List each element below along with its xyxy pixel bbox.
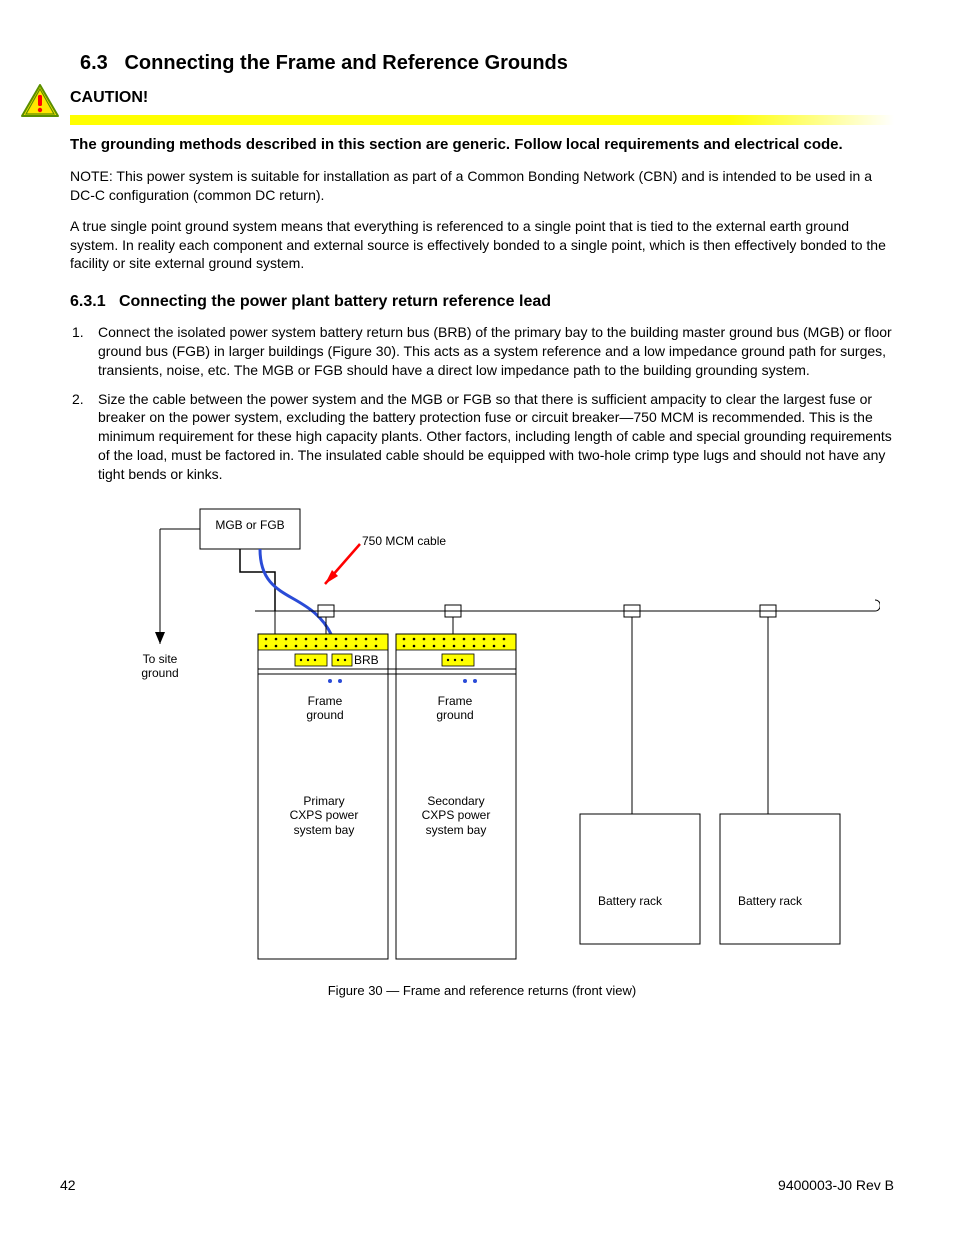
fig-label-siteground: To site ground xyxy=(120,652,200,681)
figure-30: MGB or FGB 750 MCM cable To site ground … xyxy=(100,504,880,974)
caution-block: CAUTION! The grounding methods described… xyxy=(60,87,894,1000)
subsection-number: 6.3.1 xyxy=(70,293,106,310)
page-footer: 42 9400003-J0 Rev B xyxy=(60,1176,894,1195)
list-item: 2. Size the cable between the power syst… xyxy=(72,390,894,484)
section-number: 6.3 xyxy=(80,52,108,74)
section-title-text: Connecting the Frame and Reference Groun… xyxy=(124,52,567,74)
numbered-list: 1. Connect the isolated power system bat… xyxy=(72,323,894,484)
list-item: 1. Connect the isolated power system bat… xyxy=(72,323,894,380)
fig-label-brb: BRB xyxy=(354,653,379,667)
fig-label-frameground-1: Frame ground xyxy=(290,694,360,723)
doc-id: 9400003-J0 Rev B xyxy=(778,1176,894,1195)
list-item-number: 2. xyxy=(72,390,88,484)
note-text: NOTE: This power system is suitable for … xyxy=(70,167,894,205)
fig-label-battery-2: Battery rack xyxy=(738,894,802,908)
page-number: 42 xyxy=(60,1176,76,1195)
fig-label-battery-1: Battery rack xyxy=(598,894,662,908)
list-item-text: Connect the isolated power system batter… xyxy=(98,323,894,380)
fig-label-secondary-bay: Secondary CXPS power system bay xyxy=(406,794,506,837)
list-item-text: Size the cable between the power system … xyxy=(98,390,894,484)
caution-label: CAUTION! xyxy=(70,87,894,109)
fig-label-primary-bay: Primary CXPS power system bay xyxy=(274,794,374,837)
list-item-number: 1. xyxy=(72,323,88,380)
subsection-heading: 6.3.1 Connecting the power plant battery… xyxy=(70,291,894,313)
subsection-title-text: Connecting the power plant battery retur… xyxy=(119,293,551,310)
section-heading: 6.3 Connecting the Frame and Reference G… xyxy=(80,50,894,77)
figure-caption: Figure 30 — Frame and reference returns … xyxy=(70,982,894,1000)
fig-label-frameground-2: Frame ground xyxy=(420,694,490,723)
caution-bar xyxy=(70,115,894,125)
fig-label-mgb: MGB or FGB xyxy=(208,518,292,532)
caution-icon xyxy=(20,83,60,124)
fig-label-cable: 750 MCM cable xyxy=(362,534,446,548)
caution-text: The grounding methods described in this … xyxy=(70,135,894,155)
paragraph-singlepoint: A true single point ground system means … xyxy=(70,217,894,274)
